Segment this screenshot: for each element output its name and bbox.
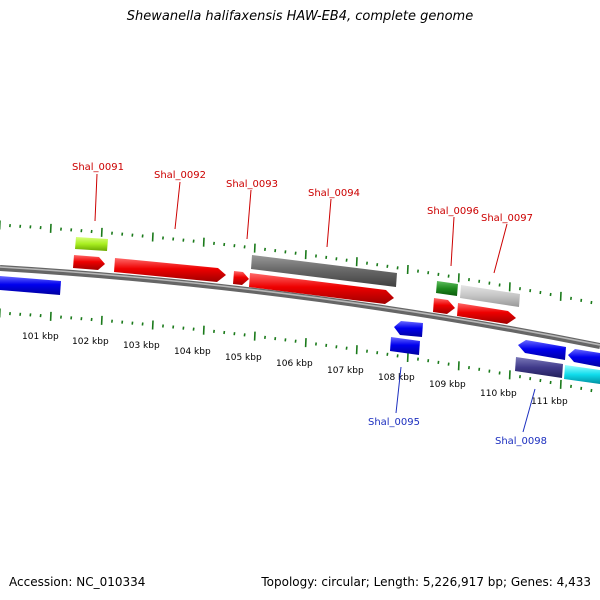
gene-shal-0092[interactable] (114, 258, 226, 282)
forward-label-leaders (94, 173, 508, 274)
gene-cyan[interactable] (564, 365, 600, 384)
gene-shal-0091[interactable] (73, 255, 105, 270)
label-shal-0092[interactable]: Shal_0092 (154, 170, 206, 181)
gene-shal-0093[interactable] (233, 271, 249, 285)
gene-left-reverse[interactable] (0, 276, 61, 295)
gene-shal-0094[interactable] (249, 273, 394, 304)
gene-right-reverse[interactable] (568, 349, 600, 367)
genome-summary-text: Topology: circular; Length: 5,226,917 bp… (261, 575, 591, 589)
label-shal-0095[interactable]: Shal_0095 (368, 417, 420, 428)
kbp-label: 106 kbp (276, 359, 313, 369)
gene-shal-0094-top[interactable] (251, 255, 397, 287)
gene-shal-0096[interactable] (433, 298, 455, 314)
kbp-label: 103 kbp (123, 341, 160, 351)
kbp-label: 107 kbp (327, 366, 364, 376)
label-shal-0093[interactable]: Shal_0093 (226, 179, 278, 190)
reverse-gene-labels: Shal_0095 Shal_0098 (368, 417, 547, 447)
gene-shal-0095-top[interactable] (394, 321, 423, 337)
lower-tick-row (0, 308, 593, 393)
gene-shal-0096-top[interactable] (436, 281, 458, 296)
gene-shal-0095[interactable] (390, 337, 420, 355)
label-shal-0091[interactable]: Shal_0091 (72, 162, 124, 173)
label-shal-0097[interactable]: Shal_0097 (481, 213, 533, 224)
kbp-label: 111 kbp (531, 397, 568, 407)
kbp-label: 102 kbp (72, 337, 109, 347)
gene-shal-0091-top[interactable] (75, 237, 108, 251)
genome-backbone (0, 265, 600, 349)
kbp-label: 101 kbp (22, 332, 59, 342)
genome-title: Shewanella halifaxensis HAW-EB4, complet… (126, 9, 474, 24)
reverse-label-leaders (395, 366, 536, 433)
gene-shal-0097-top[interactable] (460, 285, 520, 307)
accession-text: Accession: NC_010334 (9, 575, 146, 589)
kbp-scale: 101 kbp 102 kbp 103 kbp 104 kbp 105 kbp … (22, 332, 568, 407)
label-shal-0094[interactable]: Shal_0094 (308, 188, 360, 199)
kbp-label: 104 kbp (174, 347, 211, 357)
forward-gene-labels: Shal_0091 Shal_0092 Shal_0093 Shal_0094 … (72, 162, 533, 224)
kbp-label: 105 kbp (225, 353, 262, 363)
label-shal-0096[interactable]: Shal_0096 (427, 206, 479, 217)
kbp-label: 108 kbp (378, 373, 415, 383)
label-shal-0098[interactable]: Shal_0098 (495, 436, 547, 447)
upper-tick-row (0, 220, 593, 305)
kbp-label: 109 kbp (429, 380, 466, 390)
gene-shal-0098-top[interactable] (518, 340, 566, 360)
gene-shal-0098[interactable] (515, 357, 563, 378)
gene-shal-0097[interactable] (457, 303, 516, 324)
kbp-label: 110 kbp (480, 389, 517, 399)
